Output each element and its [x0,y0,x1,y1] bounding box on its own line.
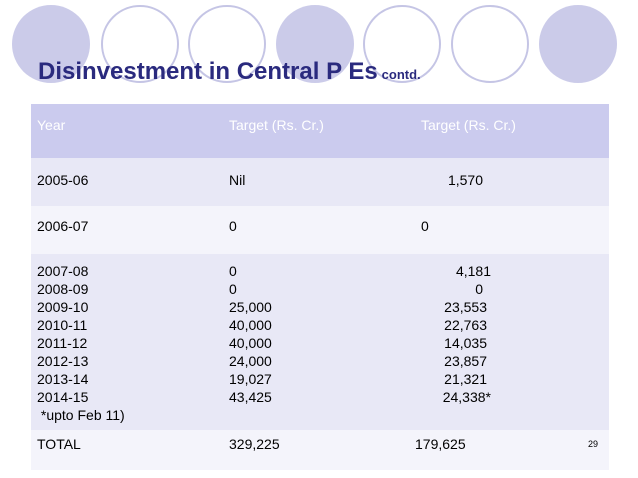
cell-total-target-2: 179,625 [415,436,466,452]
table-header-row: Year Target (Rs. Cr.) Target (Rs. Cr.) [31,104,609,158]
cell-year: 2008-09 [37,281,89,297]
cell-target-2-list: 4,181 0 23,553 22,763 14,035 23,857 21,3… [411,262,491,406]
decor-circle [101,5,179,83]
cell-target-2: 0 [475,281,483,297]
cell-year: 2010-11 [37,317,88,333]
cell-target-2: 23,857 [444,353,487,369]
disinvestment-table: Year Target (Rs. Cr.) Target (Rs. Cr.) 2… [31,104,609,470]
cell-target-1-list: 0 0 25,000 40,000 40,000 24,000 19,027 4… [229,262,272,406]
decor-circle [12,5,90,83]
decor-circle [451,5,529,83]
cell-target-1: 0 [229,218,237,234]
table-row: 2005-06 Nil 1,570 [31,158,609,206]
header-target-2: Target (Rs. Cr.) [421,117,516,133]
cell-target-1: 40,000 [229,317,272,333]
cell-target-1: 43,425 [229,389,272,405]
slide-title-sub: contd. [381,67,421,82]
cell-target-1: 25,000 [229,299,272,315]
cell-year: 2013-14 [37,371,89,387]
cell-target-1: 40,000 [229,335,272,351]
cell-target-2: 0 [421,218,429,234]
page-number: 29 [587,439,598,449]
table-row-group: 2007-08 2008-09 2009-10 2010-11 2011-12 … [31,254,609,430]
cell-target-2: 23,553 [444,299,487,315]
table-row: 2006-07 0 0 [31,206,609,254]
cell-target-2: 14,035 [444,335,487,351]
cell-total-label: TOTAL [37,436,81,452]
cell-year: 2007-08 [37,263,89,279]
cell-target-1: 24,000 [229,353,272,369]
cell-target-1: Nil [229,172,246,188]
cell-year: 2009-10 [37,299,89,315]
header-target-1: Target (Rs. Cr.) [229,117,324,133]
cell-total-target-1: 329,225 [229,436,280,452]
cell-target-1: 19,027 [229,371,272,387]
header-year: Year [37,117,66,133]
cell-target-2: 24,338* [442,389,491,405]
slide-title-main: Disinvestment in Central P Es [38,58,378,85]
cell-target-2: 21,321 [444,371,487,387]
table-total-row: TOTAL 329,225 179,625 29 [31,430,609,470]
cell-target-2: 1,570 [447,172,483,188]
cell-year: 2011-12 [37,335,88,351]
cell-year: 2012-13 [37,353,89,369]
cell-target-2: 4,181 [455,263,491,279]
cell-year: 2005-06 [37,172,89,188]
cell-target-2: 22,763 [444,317,487,333]
cell-target-1: 0 [229,281,237,297]
decor-circle [539,5,617,83]
decor-circle [363,5,441,83]
cell-note: *upto Feb 11) [37,407,125,423]
cell-target-1: 0 [229,263,237,279]
slide-title: Disinvestment in Central P Es contd. [38,50,421,87]
cell-years-list: 2007-08 2008-09 2009-10 2010-11 2011-12 … [37,262,125,424]
cell-year: 2006-07 [37,218,89,234]
decor-circle [276,5,354,83]
cell-year: 2014-15 [37,389,89,405]
decor-circle [188,5,266,83]
